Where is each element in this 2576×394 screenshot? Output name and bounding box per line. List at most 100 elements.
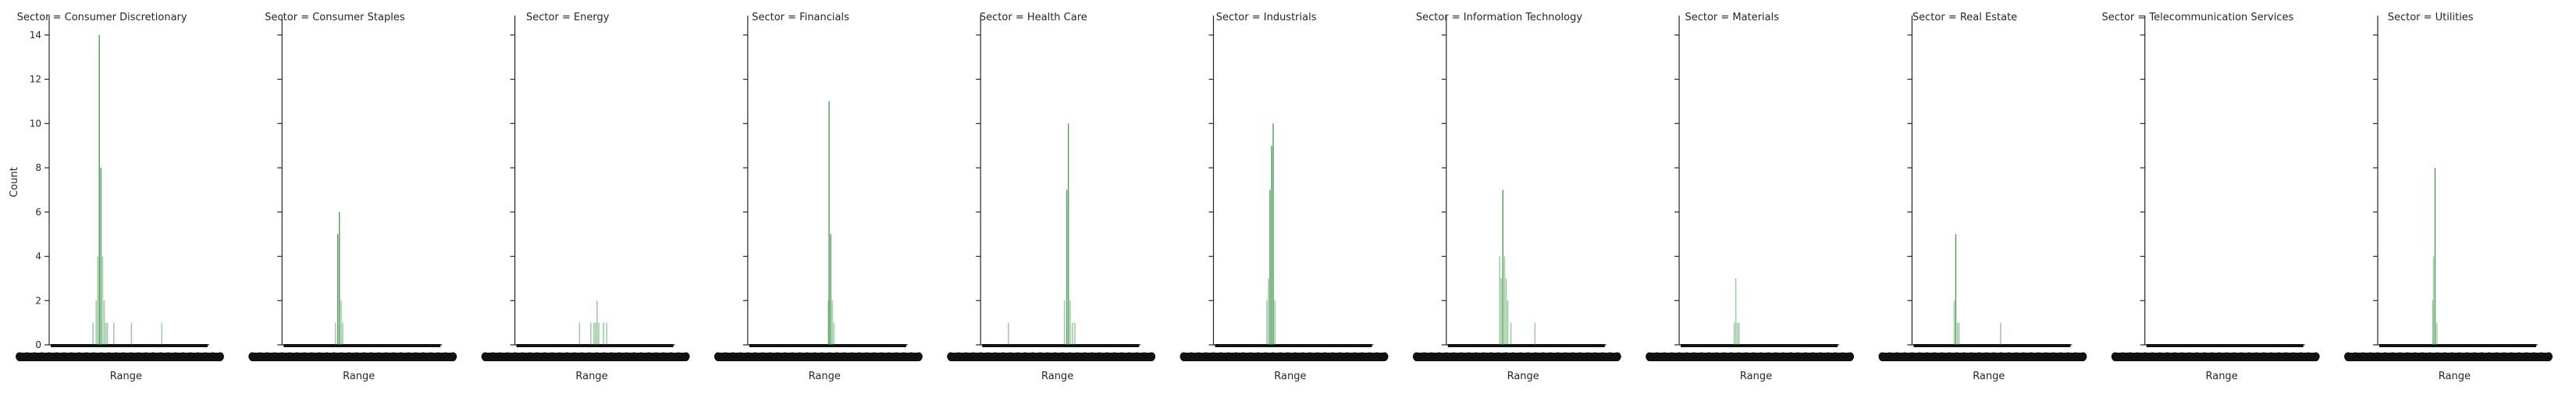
x-tick-label (622, 352, 631, 361)
facet-panel: Sector = Industrials Range (1179, 12, 1389, 382)
x-tick-label (1103, 352, 1112, 361)
x-tick-label (991, 352, 1000, 361)
bar (340, 300, 342, 345)
x-tick-label (441, 352, 450, 361)
bar (1735, 278, 1737, 345)
x-tick-label (2425, 352, 2434, 361)
x-tick-label (1583, 352, 1592, 361)
bar (1067, 123, 1069, 345)
x-tick-label (1313, 352, 1322, 361)
bar (1268, 278, 1269, 345)
bar (334, 322, 336, 345)
x-tick-label (2514, 352, 2523, 361)
x-tick-label (382, 352, 390, 361)
x-tick-label (2500, 352, 2508, 361)
x-tick-label (1646, 352, 1654, 361)
x-axis-label: Range (2439, 371, 2471, 382)
x-tick-label (90, 352, 98, 361)
x-tick-label (614, 352, 623, 361)
x-tick-label (1831, 352, 1840, 361)
x-tick-label (518, 352, 527, 361)
x-tick-label (899, 352, 908, 361)
x-tick-label (1690, 352, 1699, 361)
x-tick-label (1179, 352, 1188, 361)
x-tick-label (1343, 352, 1351, 361)
bar (828, 101, 830, 346)
x-tick-label (1276, 352, 1285, 361)
x-tick-label (1908, 352, 1916, 361)
x-tick-label (2119, 352, 2127, 361)
x-tick-label (2359, 352, 2368, 361)
x-tick-label (404, 352, 413, 361)
x-tick-label (1486, 352, 1495, 361)
x-axis-label: Range (809, 371, 841, 382)
x-axis-label: Range (110, 371, 142, 382)
bar (98, 34, 100, 345)
x-tick-label (984, 352, 992, 361)
x-tick-label (2005, 352, 2013, 361)
bar (103, 300, 105, 345)
x-tick-label (2507, 352, 2516, 361)
x-tick-label (30, 352, 39, 361)
facet-panel: Sector = Utilities Range (2344, 12, 2553, 382)
x-tick-label (308, 352, 316, 361)
x-tick-label (1254, 352, 1262, 361)
x-tick-label (2304, 352, 2313, 361)
bar (1072, 322, 1073, 345)
x-tick-label (337, 352, 346, 361)
x-tick-label (2222, 352, 2231, 361)
x-tick-label (1893, 352, 1902, 361)
x-tick-label (2366, 352, 2375, 361)
x-tick-label (375, 352, 383, 361)
x-tick-label (1990, 352, 1998, 361)
x-tick-label (2396, 352, 2404, 361)
x-tick-label (1816, 352, 1825, 361)
panel-title: Sector = Industrials (1216, 12, 1317, 23)
bar (92, 322, 94, 345)
bar (2000, 322, 2001, 345)
x-tick-label (293, 352, 301, 361)
x-tick-label (2229, 352, 2238, 361)
x-tick-label (1095, 352, 1104, 361)
y-axis-label: Count (9, 167, 20, 197)
x-tick-label (278, 352, 286, 361)
x-tick-band (749, 344, 906, 347)
x-tick-label (134, 352, 143, 361)
x-tick-label (2193, 352, 2201, 361)
x-tick-label (2237, 352, 2246, 361)
x-tick-label (2079, 352, 2087, 361)
x-tick-label (1457, 352, 1465, 361)
x-tick-label (1517, 352, 1525, 361)
x-tick-label (1568, 352, 1577, 361)
x-tick-label (1217, 352, 1226, 361)
x-tick-label (2351, 352, 2360, 361)
y-tick-label: 14 (30, 30, 41, 41)
x-tick-label (877, 352, 886, 361)
x-tick-label (1080, 352, 1089, 361)
x-tick-label (263, 352, 272, 361)
x-tick-label (1930, 352, 1939, 361)
x-tick-label (2260, 352, 2268, 361)
x-tick-label (1239, 352, 1247, 361)
x-tick-label (803, 352, 812, 361)
bar (342, 322, 343, 345)
x-tick-label (2026, 352, 2035, 361)
x-tick-label (2178, 352, 2186, 361)
x-tick-label (1606, 352, 1614, 361)
bar (1499, 256, 1501, 345)
panel-title: Sector = Energy (526, 12, 610, 23)
x-tick-label (1720, 352, 1728, 361)
x-tick-label (1838, 352, 1847, 361)
x-tick-label (548, 352, 557, 361)
x-tick-label (1878, 352, 1887, 361)
bar (130, 322, 133, 345)
x-tick-label (2290, 352, 2298, 361)
panel-title: Sector = Consumer Discretionary (17, 12, 187, 23)
x-tick-label (434, 352, 443, 361)
panel-title: Sector = Financials (752, 12, 849, 23)
x-tick-label (1209, 352, 1218, 361)
x-tick-label (1576, 352, 1585, 361)
facet-panel: Sector = Materials Range (1646, 12, 1855, 382)
x-axis-label: Range (343, 371, 375, 382)
x-tick-label (1524, 352, 1532, 361)
